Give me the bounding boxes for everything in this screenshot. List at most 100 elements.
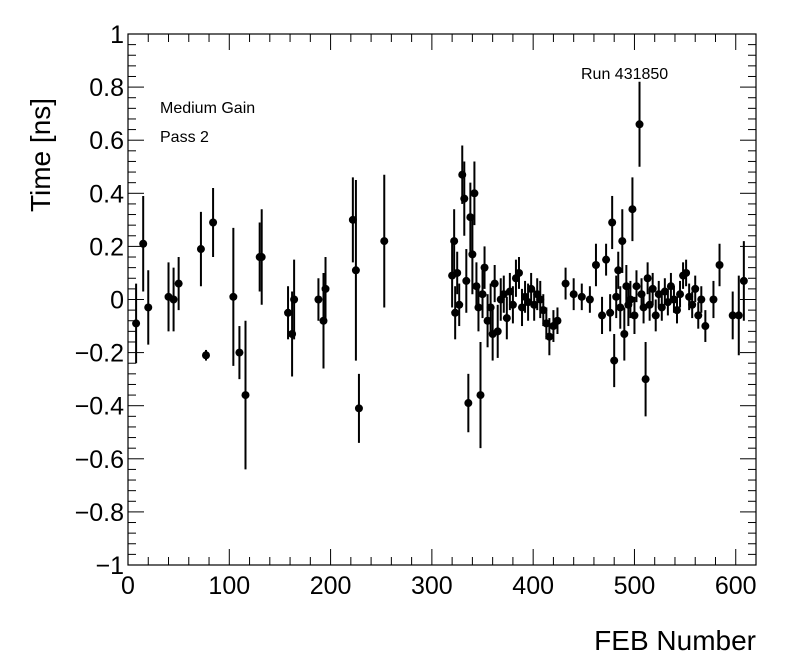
point-marker xyxy=(561,279,570,288)
point-marker xyxy=(643,274,652,283)
point-marker xyxy=(314,295,323,304)
point-marker xyxy=(470,189,479,198)
data-point xyxy=(462,249,471,313)
point-marker xyxy=(669,295,678,304)
point-marker xyxy=(630,311,639,320)
data-point xyxy=(632,270,641,303)
point-marker xyxy=(685,292,694,301)
data-point xyxy=(209,187,218,258)
data-point xyxy=(701,310,710,342)
data-point xyxy=(577,283,586,311)
data-point xyxy=(691,275,700,303)
data-point xyxy=(235,326,244,380)
point-marker xyxy=(701,322,710,331)
point-marker xyxy=(626,295,635,304)
data-point xyxy=(493,304,502,358)
data-point xyxy=(626,280,635,319)
data-point xyxy=(715,243,724,287)
data-point xyxy=(451,286,460,340)
point-marker xyxy=(612,292,621,301)
data-point xyxy=(545,318,554,356)
point-marker xyxy=(455,300,464,309)
point-marker xyxy=(536,295,545,304)
y-tick-label: −0.4 xyxy=(75,393,124,421)
data-point xyxy=(620,307,629,361)
data-point xyxy=(654,280,663,308)
point-marker xyxy=(527,284,536,293)
point-marker xyxy=(478,290,487,299)
point-marker xyxy=(569,290,578,299)
point-marker xyxy=(608,218,617,227)
data-point xyxy=(351,180,360,361)
data-point xyxy=(527,272,536,305)
point-marker xyxy=(476,391,485,400)
point-marker xyxy=(139,239,148,248)
data-point xyxy=(697,286,706,313)
point-marker xyxy=(676,290,685,299)
point-marker xyxy=(490,279,499,288)
data-point xyxy=(542,307,551,340)
point-marker xyxy=(284,308,293,317)
data-point xyxy=(553,307,562,335)
point-marker xyxy=(499,290,508,299)
data-point xyxy=(476,341,485,449)
point-marker xyxy=(257,253,266,262)
data-point xyxy=(470,161,479,226)
data-point xyxy=(460,161,469,236)
point-marker xyxy=(493,327,502,336)
data-point xyxy=(474,283,483,332)
point-marker xyxy=(610,356,619,365)
point-marker xyxy=(666,282,675,291)
data-points xyxy=(132,81,748,470)
data-point xyxy=(569,278,578,311)
data-point xyxy=(645,288,654,321)
point-marker xyxy=(672,306,681,315)
point-marker xyxy=(660,287,669,296)
point-marker xyxy=(201,351,210,360)
point-marker xyxy=(635,120,644,129)
point-marker xyxy=(505,287,514,296)
point-marker xyxy=(351,266,360,275)
y-tick-label: 0.8 xyxy=(89,74,124,102)
data-point xyxy=(694,302,703,329)
point-marker xyxy=(483,316,492,325)
data-point xyxy=(639,291,648,324)
point-marker xyxy=(530,300,539,309)
data-point xyxy=(635,81,644,167)
data-point xyxy=(734,275,743,356)
data-point xyxy=(314,278,323,321)
data-point xyxy=(585,286,594,313)
x-tick-label: 300 xyxy=(411,572,453,600)
data-point xyxy=(464,373,473,433)
point-marker xyxy=(602,255,611,264)
point-marker xyxy=(514,268,523,277)
data-point xyxy=(196,211,205,287)
data-point xyxy=(483,294,492,348)
data-point xyxy=(643,262,652,295)
data-point xyxy=(502,296,511,340)
point-marker xyxy=(697,295,706,304)
data-point xyxy=(709,280,718,319)
data-point xyxy=(480,246,489,289)
data-point xyxy=(348,177,357,263)
data-point xyxy=(139,195,148,292)
data-point xyxy=(241,320,250,470)
y-tick-label: −0.6 xyxy=(75,446,124,474)
point-marker xyxy=(241,391,250,400)
gain-label: Medium Gain xyxy=(160,100,255,117)
point-marker xyxy=(169,295,178,304)
point-marker xyxy=(657,303,666,312)
point-marker xyxy=(654,290,663,299)
data-point xyxy=(688,291,697,319)
data-point xyxy=(450,209,459,273)
point-marker xyxy=(542,319,551,328)
point-marker xyxy=(628,205,637,214)
point-marker xyxy=(715,260,724,269)
point-marker xyxy=(290,295,299,304)
data-point xyxy=(455,283,464,327)
axis-ticks xyxy=(127,33,757,566)
point-marker xyxy=(508,300,517,309)
data-point xyxy=(499,275,508,313)
